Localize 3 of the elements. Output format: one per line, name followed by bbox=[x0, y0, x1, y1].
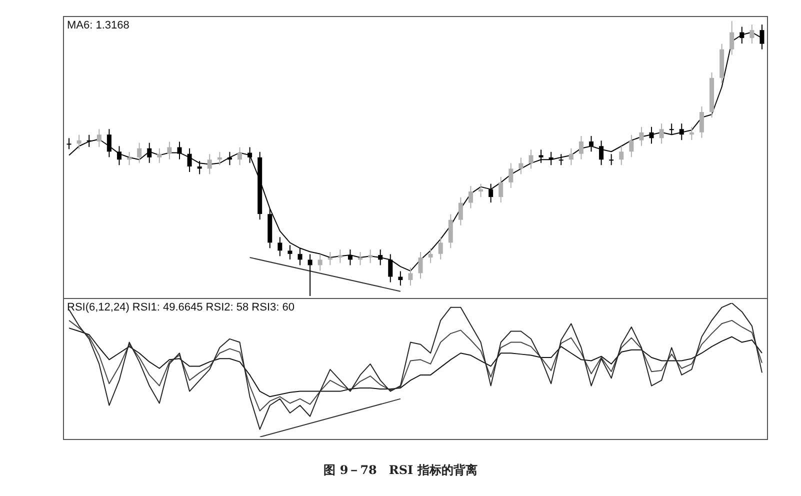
annotation: MA6: 1.3168 bbox=[67, 20, 130, 32]
annotation: RSI(6,12,24) RSI1: 49.6645 RSI2: 58 RSI3: 60 bbox=[67, 302, 294, 314]
caption: 图 9－78 RSI 指标的背离 bbox=[322, 462, 478, 479]
